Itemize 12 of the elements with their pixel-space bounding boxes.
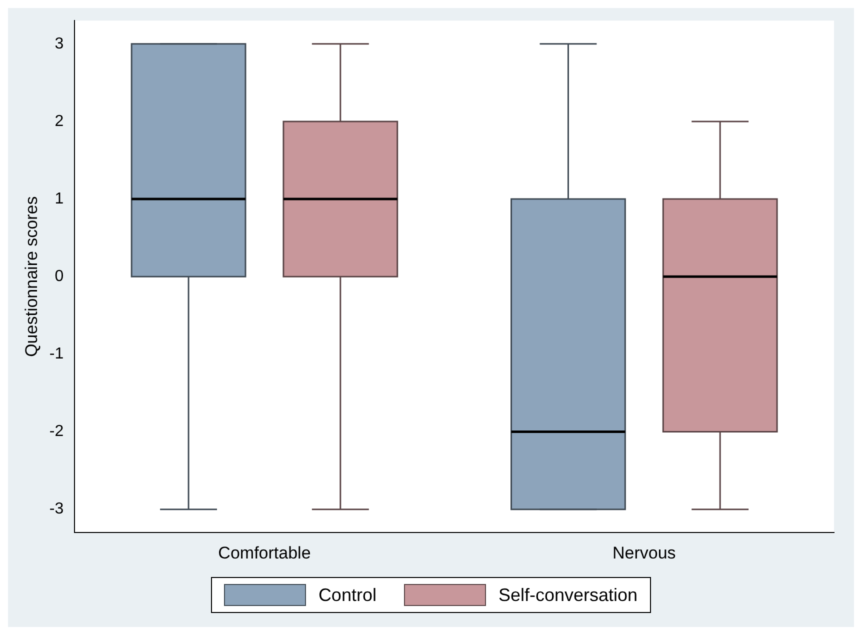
legend-label: Self-conversation <box>498 584 638 606</box>
y-tick-label: -1 <box>49 346 64 363</box>
y-tick-label: 3 <box>54 35 64 52</box>
x-tick-label: Comfortable <box>218 543 311 562</box>
y-tick-label: 2 <box>54 112 64 130</box>
x-tick-label: Nervous <box>612 543 676 562</box>
y-axis-title: Questionnaire scores <box>22 196 41 357</box>
y-tick-label: -2 <box>49 423 64 440</box>
y-tick-label: 0 <box>54 268 64 286</box>
y-tick-label: 1 <box>54 190 64 208</box>
legend-label: Control <box>318 584 376 606</box>
y-tick-label: -3 <box>49 500 64 518</box>
